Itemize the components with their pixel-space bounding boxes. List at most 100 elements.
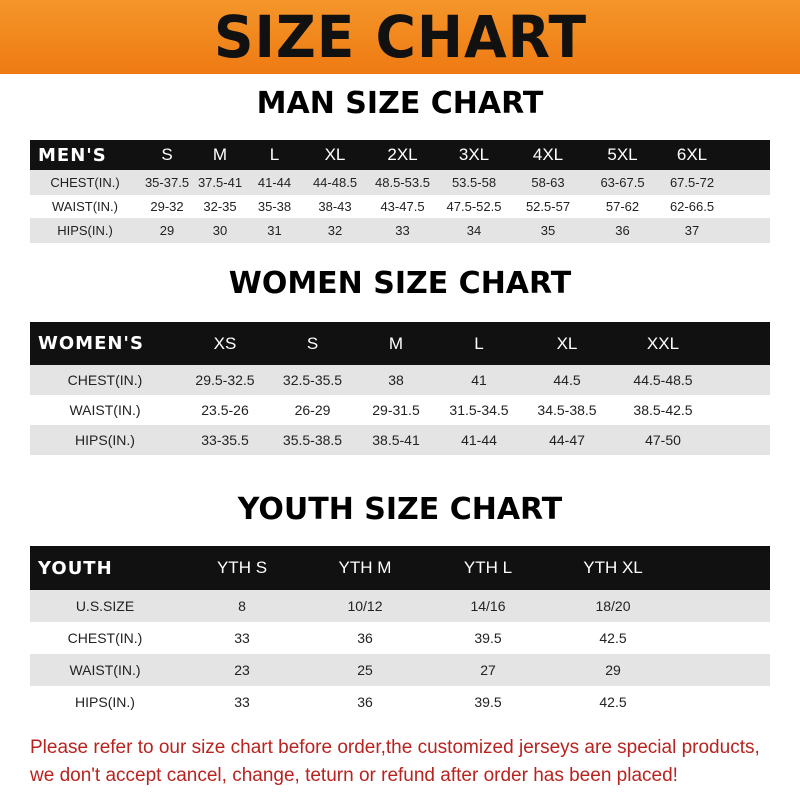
table-cell: 37.5-41	[194, 170, 246, 195]
table-cell: 47-50	[613, 425, 713, 455]
notice-line-2: we don't accept cancel, change, teturn o…	[30, 765, 678, 786]
table-cell: 33	[367, 218, 438, 243]
banner: SIZE CHART	[0, 0, 800, 74]
table-cell: 29	[140, 218, 194, 243]
measurement-label: WAIST(IN.)	[52, 199, 118, 214]
youth-chart-title: YOUTH SIZE CHART	[237, 492, 563, 527]
measurement-label: HIPS(IN.)	[30, 218, 140, 243]
table-cell	[725, 170, 770, 195]
table-cell: 31	[246, 218, 303, 243]
table-cell: 14/16	[426, 590, 550, 622]
size-column-header: YTH S	[180, 546, 304, 590]
size-column-header: YTH M	[304, 546, 426, 590]
table-cell: 32-35	[203, 199, 237, 214]
table-cell: 35-38	[257, 199, 292, 214]
size-column-header: M	[194, 140, 246, 170]
table-cell: 33	[234, 630, 250, 646]
size-column-header: S	[270, 322, 355, 365]
table-cell: 63-67.5	[586, 170, 659, 195]
size-column-header: XL	[521, 322, 613, 365]
measurement-label: HIPS(IN.)	[30, 425, 180, 455]
size-column-header: 4XL	[510, 140, 586, 170]
table-cell: 34	[438, 218, 510, 243]
size-column-header: 2XL	[367, 140, 438, 170]
women-size-table: WOMEN'S XS S M L XL XXL CHEST(IN.) 29.5-32.5 32.5…	[30, 322, 770, 455]
table-cell: 33	[234, 694, 250, 710]
table-cell: 29-32	[150, 199, 184, 214]
size-column-header: 5XL	[586, 140, 659, 170]
notice-line-1: Please refer to our size chart before or…	[30, 737, 760, 758]
measurement-label: HIPS(IN.)	[75, 694, 135, 710]
size-column-header: M	[355, 322, 437, 365]
table-cell: 39.5	[474, 630, 502, 646]
table-cell	[725, 218, 770, 243]
table-cell: 23.5-26	[201, 402, 249, 418]
size-column-header: YTH L	[426, 546, 550, 590]
table-cell: 32	[303, 218, 367, 243]
table-cell: 35	[510, 218, 586, 243]
size-column-header: XL	[303, 140, 367, 170]
table-cell: 37	[659, 218, 725, 243]
table-cell: 38	[355, 365, 437, 395]
measurement-label: WAIST(IN.)	[30, 654, 180, 686]
table-cell: 18/20	[550, 590, 676, 622]
size-column-header: XS	[180, 322, 270, 365]
table-cell	[676, 654, 770, 686]
table-cell: 39.5	[474, 694, 502, 710]
table-cell: 38.5-42.5	[633, 402, 693, 418]
table-cell	[676, 590, 770, 622]
table-cell: 52.5-57	[525, 199, 571, 214]
table-cell: 44.5	[521, 365, 613, 395]
table-row-header-label: WOMEN'S	[30, 322, 180, 365]
table-cell: 36	[586, 218, 659, 243]
order-notice: Please refer to our size chart before or…	[30, 734, 790, 790]
table-cell: 26-29	[294, 402, 331, 418]
table-cell: 27	[426, 654, 550, 686]
table-cell: 48.5-53.5	[367, 170, 438, 195]
women-chart-title: WOMEN SIZE CHART	[228, 266, 572, 301]
size-column-header: S	[140, 140, 194, 170]
youth-size-table: YOUTH YTH S YTH M YTH L YTH XL U.S.SIZE 8 10/12…	[30, 546, 770, 718]
table-cell	[676, 686, 770, 718]
men-size-table: MEN'S S M L XL 2XL 3XL 4XL 5XL 6XL CHEST(IN.) 35-37…	[30, 140, 770, 243]
table-cell: 42.5	[599, 630, 627, 646]
table-row-header-label: MEN'S	[30, 140, 140, 170]
table-cell: 41-44	[437, 425, 521, 455]
table-cell: 35-37.5	[140, 170, 194, 195]
measurement-label: CHEST(IN.)	[30, 365, 180, 395]
table-cell: 36	[357, 694, 373, 710]
table-cell	[713, 395, 770, 425]
size-column-header: 6XL	[659, 140, 725, 170]
table-cell: 29	[550, 654, 676, 686]
table-cell	[725, 195, 770, 218]
table-cell: 30	[194, 218, 246, 243]
table-cell: 29.5-32.5	[180, 365, 270, 395]
table-cell: 36	[357, 630, 373, 646]
table-cell: 58-63	[510, 170, 586, 195]
table-cell: 38.5-41	[355, 425, 437, 455]
table-cell: 62-66.5	[669, 199, 715, 214]
table-cell: 53.5-58	[438, 170, 510, 195]
table-cell	[713, 365, 770, 395]
page-title: SIZE CHART	[213, 3, 587, 71]
table-cell: 34.5-38.5	[537, 402, 597, 418]
table-cell: 42.5	[599, 694, 627, 710]
table-cell: 41-44	[246, 170, 303, 195]
table-cell: 33-35.5	[180, 425, 270, 455]
size-column-header	[725, 140, 770, 170]
table-cell: 43-47.5	[380, 199, 425, 214]
measurement-label: U.S.SIZE	[30, 590, 180, 622]
size-column-header: XXL	[613, 322, 713, 365]
table-cell: 29-31.5	[372, 402, 420, 418]
table-cell	[713, 425, 770, 455]
table-cell: 38-43	[318, 199, 352, 214]
table-cell: 57-62	[605, 199, 640, 214]
measurement-label: WAIST(IN.)	[69, 402, 141, 418]
measurement-label: CHEST(IN.)	[67, 630, 143, 646]
table-cell: 31.5-34.5	[449, 402, 509, 418]
size-column-header	[713, 322, 770, 365]
size-column-header: L	[246, 140, 303, 170]
table-cell: 32.5-35.5	[270, 365, 355, 395]
table-cell: 67.5-72	[659, 170, 725, 195]
table-cell: 44-47	[521, 425, 613, 455]
